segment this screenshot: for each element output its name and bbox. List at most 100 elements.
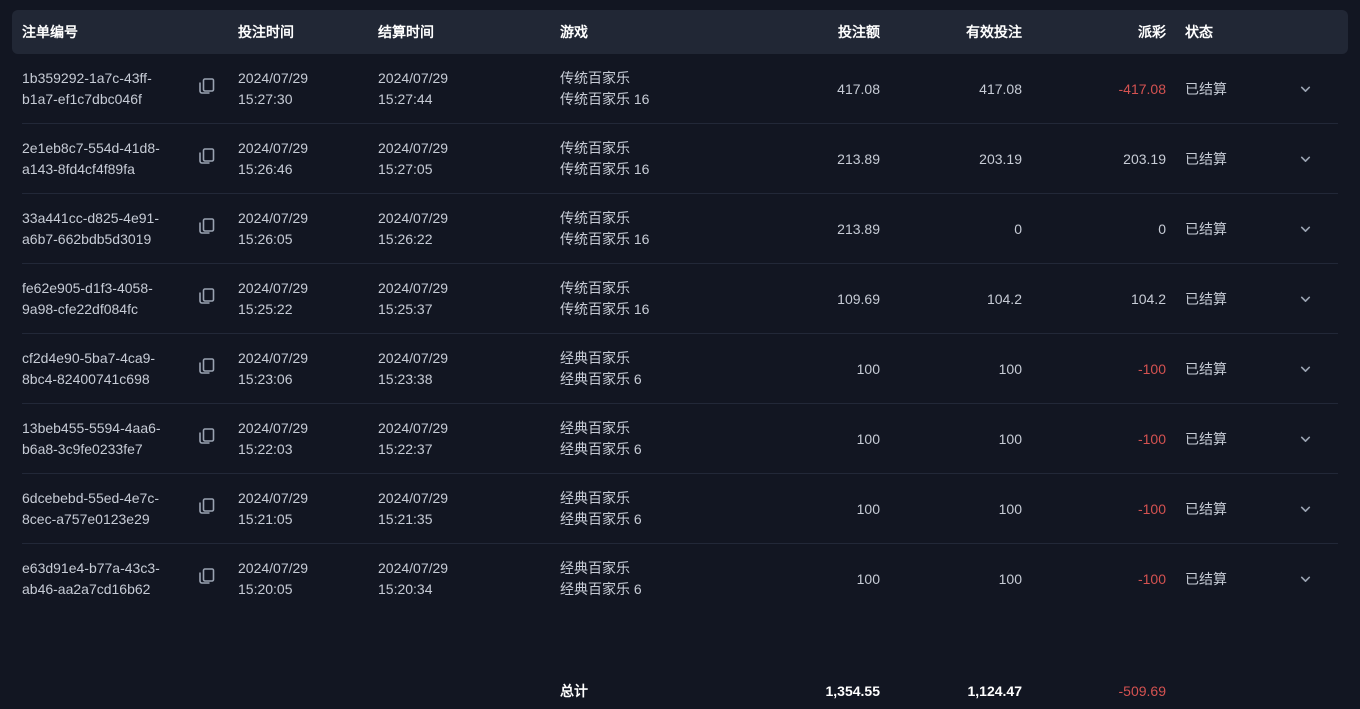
order-id: fe62e905-d1f3-4058- 9a98-cfe22df084fc	[22, 280, 153, 317]
settle-time-cell: 2024/07/29 15:26:22	[378, 210, 449, 247]
bet-time-cell: 2024/07/29 15:23:06	[238, 350, 309, 387]
settle-time-cell: 2024/07/29 15:25:37	[378, 280, 449, 317]
chevron-down-icon[interactable]	[1299, 363, 1312, 376]
copy-icon[interactable]	[196, 496, 217, 517]
settle-time-cell: 2024/07/29 15:23:38	[378, 350, 449, 387]
valid-bet-cell: 0	[1014, 220, 1022, 237]
bet-time-cell: 2024/07/29 15:26:46	[238, 140, 309, 177]
payout-cell: 104.2	[1130, 290, 1166, 307]
col-header-bet-amount: 投注额	[838, 24, 880, 40]
status-label: 已结算	[1185, 500, 1227, 517]
game-cell: 传统百家乐 传统百家乐 16	[560, 210, 650, 247]
table-row: 2e1eb8c7-554d-41d8- a143-8fd4cf4f89fa 20…	[0, 124, 1360, 194]
table-row: e63d91e4-b77a-43c3- ab46-aa2a7cd16b62 20…	[0, 544, 1360, 614]
settle-time-cell: 2024/07/29 15:20:34	[378, 560, 449, 597]
status-label: 已结算	[1185, 430, 1227, 447]
copy-icon[interactable]	[196, 286, 217, 307]
status-label: 已结算	[1185, 150, 1227, 167]
bet-time-cell: 2024/07/29 15:25:22	[238, 280, 309, 317]
col-header-bet-time: 投注时间	[238, 24, 294, 40]
game-cell: 经典百家乐 经典百家乐 6	[560, 420, 642, 457]
payout-cell: 0	[1158, 220, 1166, 237]
table-row: 6dcebebd-55ed-4e7c- 8cec-a757e0123e29 20…	[0, 474, 1360, 544]
chevron-down-icon[interactable]	[1299, 433, 1312, 446]
order-id: 2e1eb8c7-554d-41d8- a143-8fd4cf4f89fa	[22, 140, 160, 177]
payout-cell: -100	[1137, 360, 1166, 377]
order-id: 13beb455-5594-4aa6- b6a8-3c9fe0233fe7	[22, 420, 161, 457]
settle-time-cell: 2024/07/29 15:22:37	[378, 420, 449, 457]
bet-amount-cell: 213.89	[837, 150, 880, 167]
payout-cell: -100	[1137, 570, 1166, 587]
bet-amount-cell: 100	[856, 430, 880, 447]
status-label: 已结算	[1185, 360, 1227, 377]
bet-time-cell: 2024/07/29 15:27:30	[238, 70, 309, 107]
col-header-payout: 派彩	[1138, 24, 1166, 40]
order-id: 6dcebebd-55ed-4e7c- 8cec-a757e0123e29	[22, 490, 159, 527]
totals-bet-amount: 1,354.55	[825, 683, 881, 699]
totals-row: 总计 1,354.55 1,124.47 -509.69	[0, 673, 1360, 709]
bet-time-cell: 2024/07/29 15:21:05	[238, 490, 309, 527]
valid-bet-cell: 203.19	[979, 150, 1022, 167]
col-header-order-id: 注单编号	[22, 24, 78, 40]
bet-time-cell: 2024/07/29 15:22:03	[238, 420, 309, 457]
chevron-down-icon[interactable]	[1299, 153, 1312, 166]
payout-cell: 203.19	[1123, 150, 1166, 167]
chevron-down-icon[interactable]	[1299, 573, 1312, 586]
status-label: 已结算	[1185, 220, 1227, 237]
valid-bet-cell: 100	[998, 360, 1022, 377]
totals-payout: -509.69	[1118, 683, 1166, 699]
table-row: 1b359292-1a7c-43ff- b1a7-ef1c7dbc046f 20…	[0, 54, 1360, 124]
bet-amount-cell: 109.69	[837, 290, 880, 307]
table-body: 1b359292-1a7c-43ff- b1a7-ef1c7dbc046f 20…	[0, 54, 1360, 614]
chevron-down-icon[interactable]	[1299, 293, 1312, 306]
col-header-valid-bet: 有效投注	[966, 24, 1022, 40]
valid-bet-cell: 100	[998, 570, 1022, 587]
bet-amount-cell: 100	[856, 500, 880, 517]
table-row: fe62e905-d1f3-4058- 9a98-cfe22df084fc 20…	[0, 264, 1360, 334]
table-row: 33a441cc-d825-4e91- a6b7-662bdb5d3019 20…	[0, 194, 1360, 264]
copy-icon[interactable]	[196, 356, 217, 377]
copy-icon[interactable]	[196, 146, 217, 167]
game-cell: 传统百家乐 传统百家乐 16	[560, 140, 650, 177]
copy-icon[interactable]	[196, 76, 217, 97]
valid-bet-cell: 100	[998, 430, 1022, 447]
table-row: 13beb455-5594-4aa6- b6a8-3c9fe0233fe7 20…	[0, 404, 1360, 474]
game-cell: 经典百家乐 经典百家乐 6	[560, 560, 642, 597]
settle-time-cell: 2024/07/29 15:27:05	[378, 140, 449, 177]
bet-time-cell: 2024/07/29 15:26:05	[238, 210, 309, 247]
status-label: 已结算	[1185, 290, 1227, 307]
valid-bet-cell: 100	[998, 500, 1022, 517]
bet-amount-cell: 213.89	[837, 220, 880, 237]
copy-icon[interactable]	[196, 216, 217, 237]
chevron-down-icon[interactable]	[1299, 83, 1312, 96]
bet-amount-cell: 100	[856, 570, 880, 587]
copy-icon[interactable]	[196, 566, 217, 587]
order-id: e63d91e4-b77a-43c3- ab46-aa2a7cd16b62	[22, 560, 160, 597]
payout-cell: -100	[1137, 430, 1166, 447]
col-header-status: 状态	[1185, 24, 1213, 40]
payout-cell: -417.08	[1118, 80, 1166, 97]
col-header-settle-time: 结算时间	[378, 24, 434, 40]
game-cell: 传统百家乐 传统百家乐 16	[560, 280, 650, 317]
copy-icon[interactable]	[196, 426, 217, 447]
status-label: 已结算	[1185, 80, 1227, 97]
bet-amount-cell: 417.08	[837, 80, 880, 97]
valid-bet-cell: 104.2	[986, 290, 1022, 307]
chevron-down-icon[interactable]	[1299, 223, 1312, 236]
bet-time-cell: 2024/07/29 15:20:05	[238, 560, 309, 597]
order-id: 1b359292-1a7c-43ff- b1a7-ef1c7dbc046f	[22, 70, 152, 107]
col-header-game: 游戏	[560, 24, 588, 40]
settle-time-cell: 2024/07/29 15:21:35	[378, 490, 449, 527]
totals-valid-bet: 1,124.47	[967, 683, 1023, 699]
chevron-down-icon[interactable]	[1299, 503, 1312, 516]
order-id: cf2d4e90-5ba7-4ca9- 8bc4-82400741c698	[22, 350, 156, 387]
table-header: 注单编号 投注时间 结算时间 游戏 投注额 有效投注 派彩 状态	[0, 10, 1360, 54]
bet-amount-cell: 100	[856, 360, 880, 377]
game-cell: 经典百家乐 经典百家乐 6	[560, 490, 642, 527]
status-label: 已结算	[1185, 570, 1227, 587]
order-id: 33a441cc-d825-4e91- a6b7-662bdb5d3019	[22, 210, 159, 247]
valid-bet-cell: 417.08	[979, 80, 1022, 97]
settle-time-cell: 2024/07/29 15:27:44	[378, 70, 449, 107]
game-cell: 经典百家乐 经典百家乐 6	[560, 350, 642, 387]
table-row: cf2d4e90-5ba7-4ca9- 8bc4-82400741c698 20…	[0, 334, 1360, 404]
